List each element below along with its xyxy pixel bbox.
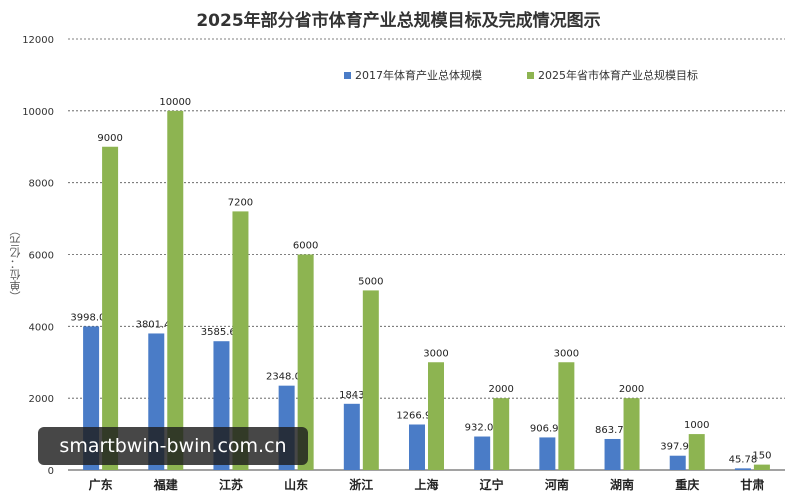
x-category-label: 广东 (89, 477, 113, 492)
data-label: 1266.93 (396, 410, 437, 421)
y-tick-label: 8000 (29, 179, 54, 190)
y-tick-label: 4000 (29, 322, 54, 333)
data-label: 2000 (619, 384, 644, 395)
y-tick-label: 0 (48, 466, 54, 477)
bar-2017 (474, 436, 491, 470)
bar-2025 (297, 254, 314, 470)
bar-2017 (409, 424, 425, 470)
data-label: 932.09 (465, 423, 500, 434)
bar-2017 (343, 403, 360, 470)
bar-2025 (753, 464, 770, 470)
x-category-label: 重庆 (675, 477, 699, 492)
data-label: 6000 (293, 241, 318, 252)
bar-2025 (428, 362, 444, 470)
data-label: 2000 (488, 384, 513, 395)
data-label: 1843 (339, 390, 364, 401)
x-category-label: 浙江 (349, 477, 373, 492)
bar-2025 (558, 362, 575, 470)
data-label: 3801.41 (136, 319, 177, 330)
bar-2025 (167, 110, 184, 470)
bar-2017 (604, 438, 621, 470)
data-label: 7200 (228, 197, 253, 208)
x-category-label: 上海 (414, 477, 438, 492)
x-category-label: 甘肃 (740, 477, 764, 492)
y-tick-label: 10000 (22, 107, 54, 118)
x-category-label: 山东 (284, 477, 308, 492)
data-label: 906.99 (530, 423, 565, 434)
bar-2025 (688, 434, 705, 470)
data-label: 10000 (159, 97, 191, 108)
data-label: 3000 (423, 348, 448, 359)
y-tick-label: 6000 (29, 251, 54, 262)
bar-2025 (493, 398, 510, 470)
data-label: 45.78 (729, 454, 758, 465)
bar-2025 (232, 211, 249, 470)
x-category-label: 江苏 (219, 477, 243, 492)
data-label: 3998.03 (70, 312, 111, 323)
bar-2017 (539, 437, 556, 470)
x-category-label: 河南 (544, 477, 569, 492)
data-label: 9000 (97, 133, 122, 144)
data-label: 2348.01 (266, 372, 307, 383)
y-tick-label: 12000 (22, 35, 54, 46)
data-label: 863.74 (595, 425, 630, 436)
chart-title: 2025年部分省市体育产业总规模目标及完成情况图示 (196, 11, 601, 31)
legend-swatch (527, 72, 534, 79)
legend-swatch (344, 72, 351, 79)
legend-label: 2017年体育产业总体规模 (355, 68, 482, 82)
data-label: 3585.64 (201, 327, 242, 338)
bar-2025 (102, 146, 119, 470)
data-label: 397.91 (660, 442, 695, 453)
x-category-label: 湖南 (610, 477, 634, 492)
data-label: 3000 (554, 348, 579, 359)
watermark-banner: smartbwin-bwin.com.cn (38, 427, 308, 465)
data-label: 150 (752, 451, 771, 462)
legend-label: 2025年省市体育产业总规模目标 (538, 68, 698, 82)
bar-2017 (669, 455, 686, 470)
x-category-label: 福建 (153, 477, 179, 492)
bar-2017 (734, 468, 751, 470)
bar-2025 (362, 290, 379, 470)
bar-2025 (623, 398, 640, 470)
x-category-label: 辽宁 (480, 477, 504, 492)
y-tick-label: 2000 (29, 394, 54, 405)
data-label: 5000 (358, 276, 383, 287)
data-label: 1000 (684, 420, 709, 431)
